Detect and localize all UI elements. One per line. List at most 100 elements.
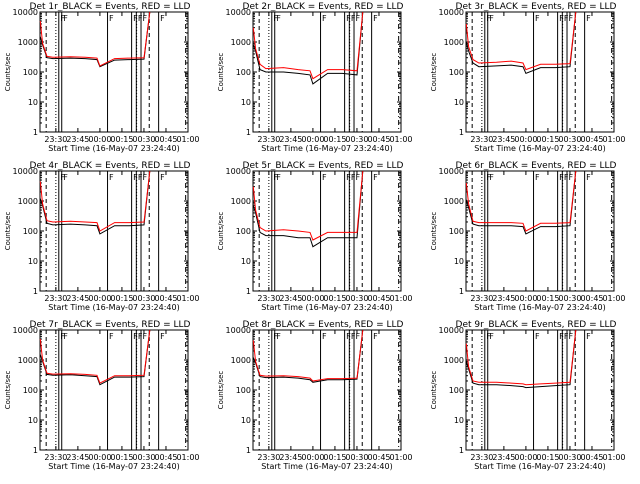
detector-panel-6: Det 6r_BLACK = Events, RED = LLD 1 10 100 10… [430, 161, 626, 312]
series-events [252, 170, 364, 248]
detector-panel-4: Det 4r_BLACK = Events, RED = LLD 1 10 100 10… [4, 161, 200, 312]
x-tick-label: 00:15 [323, 453, 346, 462]
flag-label: F [322, 332, 327, 341]
x-tick-label: 00:45 [580, 135, 603, 144]
flag-label: F [373, 14, 378, 23]
flag-label: F [535, 173, 540, 182]
x-tick-label: 00:30 [558, 294, 581, 303]
panel-title: Det 1r_BLACK = Events, RED = LLD [30, 2, 191, 12]
flag-label: F [351, 14, 356, 23]
x-tick-label: 00:30 [345, 453, 368, 462]
x-tick-label: 01:00 [602, 135, 625, 144]
flag-label: F [143, 173, 148, 182]
panel-title: Det 3r_BLACK = Events, RED = LLD [456, 2, 617, 12]
flag-label: F [564, 332, 569, 341]
y-axis-label: Counts/sec [430, 371, 438, 410]
flag-label: F [273, 14, 278, 23]
series-events [39, 170, 151, 235]
x-tick-label: 00:15 [536, 294, 559, 303]
x-tick-label: 00:00 [88, 453, 111, 462]
flag-label: F [109, 173, 114, 182]
panel-title: Det 6r_BLACK = Events, RED = LLD [456, 161, 617, 171]
panel-title: Det 4r_BLACK = Events, RED = LLD [30, 161, 191, 171]
y-tick-label: 10000 [439, 8, 464, 17]
flag-label: F [63, 173, 68, 182]
detector-panel-3: Det 3r_BLACK = Events, RED = LLD 1 10 100 10… [430, 2, 626, 153]
y-tick-label: 1000 [18, 356, 38, 365]
flag-label: F [60, 173, 65, 182]
detector-panel-8: Det 8r_BLACK = Events, RED = LLD 1 10 100 10… [217, 320, 413, 471]
y-tick-label: 10 [454, 416, 464, 425]
x-tick-label: 00:15 [323, 135, 346, 144]
y-axis-label: Counts/sec [217, 212, 225, 251]
flag-label: F [273, 332, 278, 341]
x-tick-label: 01:00 [602, 294, 625, 303]
x-tick-label: 23:30 [470, 294, 493, 303]
detector-panel-5: Det 5r_BLACK = Events, RED = LLD 1 10 100 10… [217, 161, 413, 312]
flag-label: F [351, 173, 356, 182]
y-axis-label: Counts/sec [217, 53, 225, 92]
y-tick-label: 1 [459, 128, 464, 137]
panel-title: Det 2r_BLACK = Events, RED = LLD [243, 2, 404, 12]
x-tick-label: 00:30 [132, 453, 155, 462]
x-tick-label: 23:45 [66, 453, 89, 462]
flag-label: F [489, 14, 494, 23]
y-tick-label: 10000 [226, 326, 251, 335]
series-lld [465, 170, 577, 232]
panel-title: Det 7r_BLACK = Events, RED = LLD [30, 320, 191, 330]
y-tick-label: 100 [449, 227, 464, 236]
y-tick-label: 1 [246, 287, 251, 296]
x-tick-label: 00:00 [514, 453, 537, 462]
detector-panel-7: Det 7r_BLACK = Events, RED = LLD 1 10 100 10… [4, 320, 200, 471]
series-lld [465, 11, 577, 71]
x-tick-label: 23:45 [279, 135, 302, 144]
x-tick-label: 00:45 [154, 294, 177, 303]
flag-label: F [586, 173, 591, 182]
detector-panel-9: Det 9r_BLACK = Events, RED = LLD 1 10 100 10… [430, 320, 626, 471]
x-tick-label: 23:30 [44, 294, 67, 303]
x-tick-label: 00:00 [301, 135, 324, 144]
flag-label: F [160, 173, 165, 182]
flag-label: F [486, 14, 491, 23]
flag-label: F [373, 173, 378, 182]
x-tick-label: 00:45 [154, 135, 177, 144]
flag-label: F [356, 14, 361, 23]
x-tick-label: 23:45 [66, 294, 89, 303]
x-tick-label: 00:30 [345, 135, 368, 144]
flag-label: F [273, 173, 278, 182]
x-tick-label: 00:00 [514, 294, 537, 303]
flag-label: F [586, 332, 591, 341]
y-tick-label: 10 [28, 416, 38, 425]
y-tick-label: 10 [454, 98, 464, 107]
x-tick-label: 00:30 [345, 294, 368, 303]
x-tick-label: 00:15 [323, 294, 346, 303]
flag-label: F [486, 332, 491, 341]
flag-label: F [559, 173, 564, 182]
y-tick-label: 100 [23, 68, 38, 77]
y-tick-label: 1000 [18, 38, 38, 47]
series-lld [252, 329, 364, 382]
series-events [465, 170, 577, 235]
y-tick-label: 10000 [13, 326, 38, 335]
detector-panel-2: Det 2r_BLACK = Events, RED = LLD 1 10 100 10… [217, 2, 413, 153]
y-tick-label: 100 [23, 386, 38, 395]
x-axis-label: Start Time (16-May-07 23:24:40) [261, 303, 392, 312]
flag-label: F [160, 332, 165, 341]
x-tick-label: 00:30 [132, 135, 155, 144]
flag-label: F [133, 332, 138, 341]
flag-label: F [356, 173, 361, 182]
x-tick-label: 23:45 [279, 294, 302, 303]
series-lld [465, 329, 577, 386]
x-tick-label: 23:30 [257, 135, 280, 144]
series-events [252, 11, 364, 85]
panel-title: Det 9r_BLACK = Events, RED = LLD [456, 320, 617, 330]
flag-label: F [346, 14, 351, 23]
x-tick-label: 00:30 [558, 453, 581, 462]
x-tick-label: 23:30 [257, 453, 280, 462]
flag-label: F [276, 332, 281, 341]
flag-label: F [373, 332, 378, 341]
flag-label: F [322, 173, 327, 182]
y-tick-label: 10000 [226, 167, 251, 176]
